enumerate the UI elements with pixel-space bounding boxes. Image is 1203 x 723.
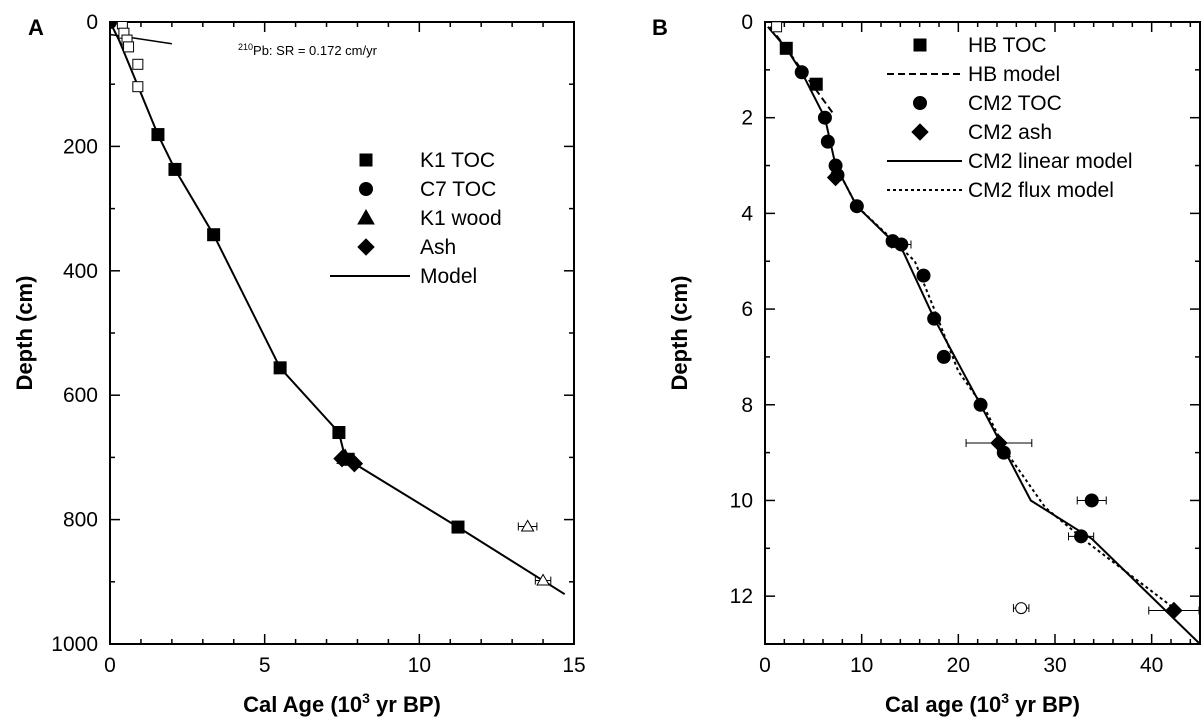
x-axis-title-end: yr BP) — [370, 692, 441, 717]
legend-label: HB model — [968, 63, 1060, 86]
data-point-square — [809, 77, 823, 91]
x-axis-title-main: Cal Age (10 — [243, 692, 362, 717]
x-tick-label: 0 — [759, 654, 771, 677]
legend-label: Model — [420, 265, 477, 288]
plot-area — [767, 22, 1200, 644]
x-axis-title: Cal age (103 yr BP) — [885, 690, 1080, 717]
plot-frame — [764, 21, 1201, 645]
y-tick-label: 1000 — [51, 633, 98, 656]
data-point-circle — [849, 199, 864, 214]
model-line-cm2-flux-model — [834, 165, 1175, 609]
legend-marker-diamond — [911, 123, 929, 141]
data-point-circle — [110, 22, 117, 29]
data-point-circle — [927, 311, 942, 326]
data-point-circle — [894, 237, 909, 252]
data-point-circle — [794, 65, 809, 80]
panel-b: B 0 10 20 30 40 0 2 4 6 8 10 12 Cal age (103 yr BP) De… — [652, 11, 1201, 717]
data-point-triangle-open — [536, 573, 550, 586]
data-point-diamond — [826, 168, 845, 187]
x-tick-label: 0 — [104, 654, 116, 677]
legend-marker-square — [359, 153, 373, 167]
y-tick-label: 600 — [63, 384, 98, 407]
legend-label: C7 TOC — [420, 178, 496, 201]
pb210-annotation-text: Pb: SR = 0.172 cm/yr — [253, 43, 378, 58]
data-point-square-open — [132, 58, 144, 70]
data-point-diamond — [1165, 601, 1183, 620]
x-tick-label: 40 — [1140, 654, 1163, 677]
x-tick-label: 20 — [947, 654, 970, 677]
legend-marker-circle — [359, 182, 373, 196]
legend-marker-square — [913, 38, 927, 52]
data-point-square — [168, 162, 182, 176]
y-tick-label: 2 — [741, 107, 753, 130]
x-tick-label: 10 — [850, 654, 873, 677]
pb210-annotation: 210Pb: SR = 0.172 cm/yr — [238, 42, 378, 58]
legend-label: K1 wood — [420, 207, 502, 230]
y-tick-label: 12 — [730, 585, 753, 608]
data-point-circle — [817, 110, 832, 125]
x-axis-title-main: Cal age (10 — [885, 692, 1001, 717]
data-point-square — [273, 361, 287, 375]
x-axis-title-end: yr BP) — [1009, 692, 1080, 717]
x-tick-label: 10 — [408, 654, 431, 677]
plot-area — [110, 22, 566, 596]
data-point-circle — [973, 397, 988, 412]
data-point-circle — [936, 349, 951, 364]
data-point-square — [779, 41, 793, 55]
data-point-circle-open — [1015, 602, 1028, 615]
legend: HB TOC HB model CM2 TOC CM2 ash CM2 linear m… — [887, 34, 1133, 202]
y-tick-label: 4 — [741, 202, 753, 225]
data-point-triangle-open — [520, 519, 535, 532]
legend-label: CM2 linear model — [968, 150, 1133, 173]
legend-label: K1 TOC — [420, 149, 495, 172]
legend-label: CM2 ash — [968, 121, 1052, 144]
data-point-square — [207, 228, 221, 242]
data-point-square-open — [123, 41, 135, 53]
x-tick-label: 15 — [562, 654, 585, 677]
data-point-diamond — [990, 434, 1008, 452]
data-point-diamond — [333, 449, 351, 468]
x-axis-title-superscript: 3 — [1001, 690, 1009, 706]
x-tick-label: 30 — [1043, 654, 1066, 677]
panel-letter: B — [652, 15, 668, 40]
legend-marker-circle — [913, 96, 927, 110]
pb210-annotation-superscript: 210 — [238, 42, 253, 52]
data-point-square — [451, 520, 465, 534]
y-tick-label: 0 — [741, 11, 753, 34]
x-tick-label: 5 — [259, 654, 271, 677]
panel-letter: A — [28, 15, 44, 40]
data-point-square-open — [771, 22, 783, 33]
legend-label: Ash — [420, 236, 456, 259]
y-tick-label: 200 — [63, 135, 98, 158]
legend-marker-diamond — [357, 238, 375, 256]
data-point-circle — [916, 268, 931, 283]
y-tick-label: 6 — [741, 298, 753, 321]
y-tick-label: 800 — [63, 509, 98, 532]
legend-label: CM2 flux model — [968, 179, 1114, 202]
legend-label: HB TOC — [968, 34, 1047, 57]
y-tick-label: 400 — [63, 260, 98, 283]
x-axis-title: Cal Age (103 yr BP) — [243, 690, 441, 717]
y-tick-label: 10 — [730, 489, 753, 512]
y-axis-title: Depth (cm) — [12, 276, 37, 391]
y-tick-label: 0 — [86, 11, 98, 34]
data-point-circle — [1084, 493, 1099, 508]
data-point-circle — [820, 134, 835, 149]
data-point-diamond — [345, 454, 364, 473]
legend: K1 TOC C7 TOC K1 wood Ash Model — [330, 149, 502, 288]
data-point-square — [332, 426, 346, 440]
y-tick-label: 8 — [741, 394, 753, 417]
data-point-square-open — [132, 81, 144, 93]
panel-a: A 0 5 10 15 0 200 400 600 800 1000 Cal Age (103 yr … — [12, 11, 586, 717]
x-axis-title-superscript: 3 — [362, 690, 370, 706]
legend-label: CM2 TOC — [968, 92, 1062, 115]
data-point-circle — [1074, 529, 1089, 544]
y-axis-title: Depth (cm) — [667, 276, 692, 391]
data-point-square — [151, 128, 165, 142]
legend-marker-triangle — [357, 208, 375, 225]
